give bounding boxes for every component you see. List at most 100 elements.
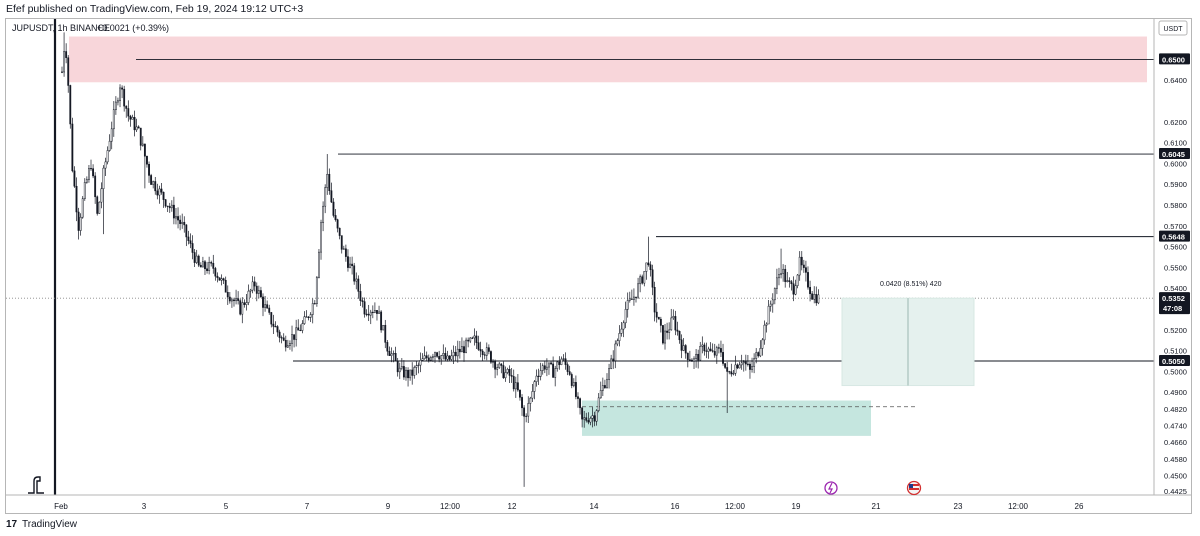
candle[interactable] [597, 393, 600, 413]
candle[interactable] [195, 249, 198, 265]
candle[interactable] [276, 325, 279, 337]
candle[interactable] [622, 320, 625, 338]
candle[interactable] [626, 292, 629, 318]
candle[interactable] [423, 346, 426, 360]
candle[interactable] [529, 396, 532, 412]
candle[interactable] [525, 413, 528, 423]
candle[interactable] [680, 334, 683, 359]
lightning-event-icon[interactable] [824, 481, 838, 495]
candle[interactable] [442, 344, 445, 360]
candle[interactable] [804, 260, 807, 282]
candle[interactable] [440, 354, 443, 365]
candle[interactable] [249, 288, 252, 298]
candle[interactable] [738, 361, 741, 369]
price-label-badge[interactable] [1159, 230, 1190, 242]
candle[interactable] [131, 114, 134, 120]
candle[interactable] [365, 309, 368, 317]
candle[interactable] [452, 345, 455, 364]
candle[interactable] [289, 340, 291, 350]
candle[interactable] [347, 249, 349, 272]
candle[interactable] [730, 363, 733, 377]
candle[interactable] [311, 298, 314, 324]
candle[interactable] [96, 195, 99, 216]
candle[interactable] [616, 338, 619, 347]
candle[interactable] [166, 205, 169, 213]
candle[interactable] [349, 256, 351, 269]
candle[interactable] [533, 379, 536, 400]
candle[interactable] [208, 256, 211, 275]
candle[interactable] [512, 369, 515, 392]
candle[interactable] [506, 367, 509, 375]
candle[interactable] [782, 264, 785, 282]
candle[interactable] [297, 319, 300, 331]
candle[interactable] [224, 276, 227, 293]
candle[interactable] [353, 262, 356, 285]
candle[interactable] [643, 271, 646, 287]
candle[interactable] [763, 320, 766, 345]
candle[interactable] [705, 342, 708, 359]
candle[interactable] [322, 201, 325, 232]
candle[interactable] [320, 219, 322, 260]
candle[interactable] [369, 309, 372, 325]
candle[interactable] [237, 291, 240, 305]
candle[interactable] [595, 409, 598, 426]
candle[interactable] [502, 361, 505, 379]
candle[interactable] [657, 316, 660, 320]
candle[interactable] [334, 208, 337, 222]
candle[interactable] [796, 273, 799, 289]
candle[interactable] [815, 286, 818, 306]
candle[interactable] [419, 352, 422, 373]
candle[interactable] [315, 276, 318, 307]
candle[interactable] [599, 381, 602, 399]
candle[interactable] [168, 202, 171, 213]
candle[interactable] [398, 362, 401, 380]
candle[interactable] [469, 337, 472, 344]
candle[interactable] [655, 303, 658, 323]
candle[interactable] [146, 155, 148, 168]
candle[interactable] [740, 354, 743, 370]
candle[interactable] [326, 154, 329, 195]
candle[interactable] [81, 196, 84, 219]
candle[interactable] [550, 361, 552, 366]
candle[interactable] [448, 355, 451, 361]
candle[interactable] [463, 340, 465, 362]
candle[interactable] [794, 279, 797, 296]
candle[interactable] [270, 311, 273, 328]
candle[interactable] [206, 261, 208, 274]
candle[interactable] [301, 320, 304, 334]
candle[interactable] [94, 172, 97, 204]
candle[interactable] [701, 336, 704, 354]
candle[interactable] [587, 412, 590, 425]
candle[interactable] [357, 275, 360, 299]
price-label-badge[interactable] [1159, 53, 1190, 65]
candle[interactable] [164, 198, 167, 208]
currency-badge[interactable] [1158, 20, 1188, 36]
candle[interactable] [293, 334, 296, 348]
candle[interactable] [527, 396, 530, 423]
candle[interactable] [421, 353, 424, 361]
candle[interactable] [90, 159, 92, 171]
candle[interactable] [792, 276, 795, 302]
candle[interactable] [732, 370, 735, 376]
candle[interactable] [510, 367, 513, 383]
candle[interactable] [809, 280, 811, 302]
candle[interactable] [475, 330, 478, 349]
candle[interactable] [307, 315, 310, 321]
candle[interactable] [75, 177, 78, 222]
candle[interactable] [494, 359, 497, 379]
candle[interactable] [477, 335, 480, 351]
candle[interactable] [127, 100, 130, 122]
candle[interactable] [734, 355, 737, 376]
candle[interactable] [106, 146, 109, 165]
candle[interactable] [521, 394, 523, 416]
candle[interactable] [361, 297, 364, 308]
candle[interactable] [152, 180, 155, 189]
candle[interactable] [790, 280, 793, 291]
candle[interactable] [603, 379, 606, 389]
candle[interactable] [444, 347, 447, 361]
candle[interactable] [216, 272, 219, 283]
candle[interactable] [241, 297, 244, 324]
candle[interactable] [355, 272, 358, 290]
candle[interactable] [535, 369, 538, 387]
candle[interactable] [554, 365, 557, 387]
